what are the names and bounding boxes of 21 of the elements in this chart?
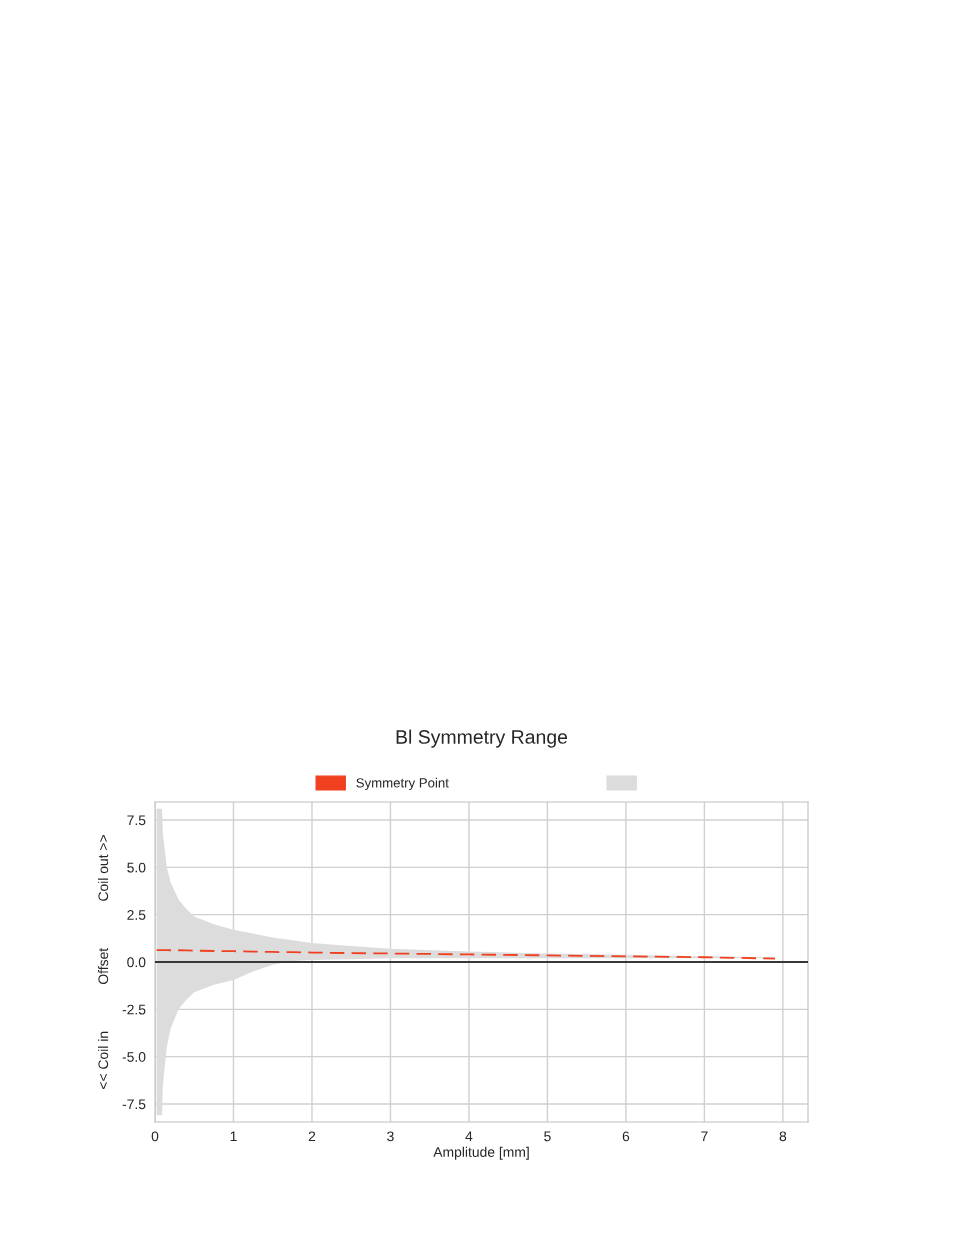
y-tick-label: -5.0 (122, 1052, 146, 1062)
x-tick-label: 5 (544, 1131, 551, 1142)
y-tick-label: 5.0 (127, 862, 146, 873)
x-tick-label: 2 (308, 1131, 316, 1142)
y-tick-label: 7.5 (127, 815, 146, 826)
x-tick-label: 4 (465, 1131, 473, 1142)
x-tick-label: 6 (622, 1131, 630, 1142)
x-tick-label: 7 (701, 1131, 708, 1142)
x-tick-label: 8 (779, 1131, 787, 1142)
x-tick-label: 3 (387, 1131, 394, 1142)
line-series (155, 949, 776, 960)
x-axis-title: Amplitude [mm] (433, 1146, 529, 1160)
x-tick-label: 0 (151, 1131, 159, 1142)
y-tick-label: -2.5 (122, 1004, 146, 1015)
x-tick-label: 1 (230, 1131, 237, 1142)
y-tick-label: 0.0 (127, 957, 146, 968)
y-axis-title: << Coil in Offset Coil out >> (97, 835, 109, 1089)
y-tick-label: -7.5 (122, 1099, 146, 1110)
chart-title: Bl Symmetry Range (396, 729, 568, 748)
legend-label: Symmetry Point (356, 777, 449, 791)
y-tick-label: 2.5 (127, 910, 146, 920)
